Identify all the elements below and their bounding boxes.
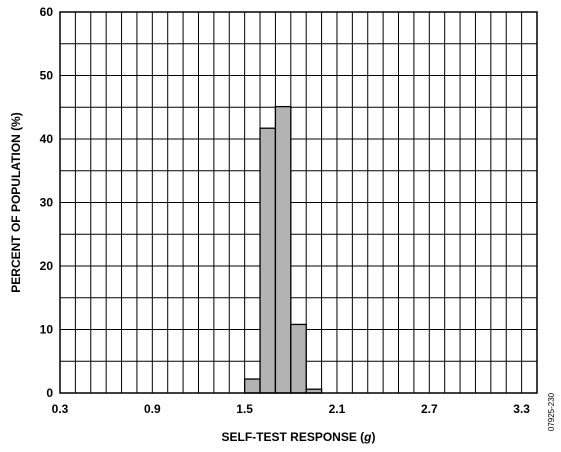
y-tick-label: 20 <box>40 259 54 273</box>
y-tick-label: 60 <box>40 5 54 19</box>
y-tick-labels: 0 10 20 30 40 50 60 <box>40 5 54 400</box>
histogram-bar <box>274 105 292 394</box>
figure-code: 07925-230 <box>547 392 556 431</box>
x-axis-title: SELF-TEST RESPONSE (g) <box>221 430 375 444</box>
histogram-bar <box>290 323 307 394</box>
x-tick-label: 1.5 <box>236 402 253 416</box>
histogram-bar <box>243 378 261 394</box>
y-tick-label: 0 <box>46 386 53 400</box>
y-tick-label: 30 <box>40 196 54 210</box>
y-tick-label: 40 <box>40 132 54 146</box>
x-tick-label: 3.3 <box>513 402 530 416</box>
histogram-bars <box>243 105 323 394</box>
x-tick-label: 0.3 <box>52 402 69 416</box>
plot-frame <box>59 11 538 394</box>
x-tick-label: 0.9 <box>144 402 161 416</box>
x-tick-label: 2.7 <box>421 402 438 416</box>
x-tick-labels: 0.3 0.9 1.5 2.1 2.7 3.3 <box>52 402 531 416</box>
y-tick-label: 10 <box>40 323 54 337</box>
y-tick-label: 50 <box>40 69 54 83</box>
x-tick-label: 2.1 <box>329 402 346 416</box>
y-axis-title: PERCENT OF POPULATION (%) <box>9 112 23 292</box>
histogram-bar <box>259 127 277 394</box>
